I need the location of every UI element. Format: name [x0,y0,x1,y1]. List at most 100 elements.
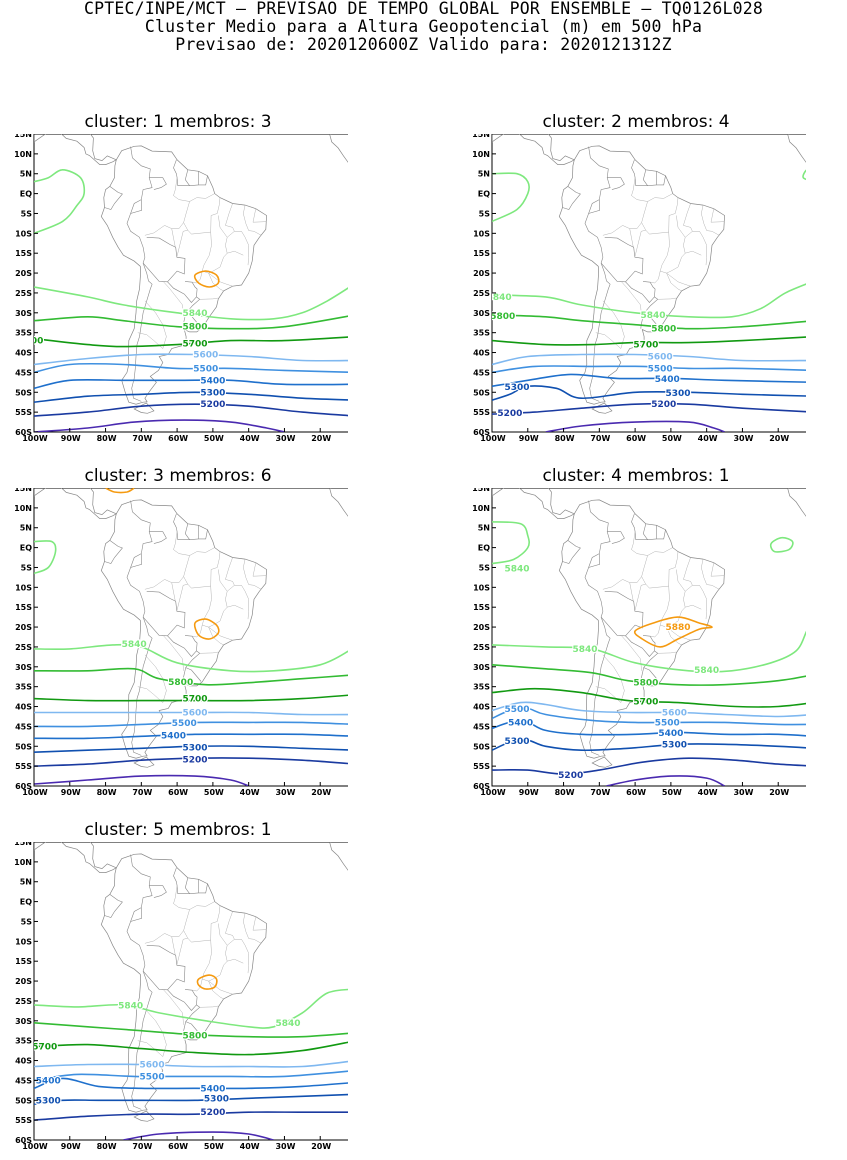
map-panel: cluster: 5 membros: 1 5840 5840 5800 5700 56… [8,820,348,1160]
lon-tick-label: 50W [204,788,224,797]
contour-5800 [34,667,348,686]
state-border [659,215,686,274]
contour-5100 [34,774,249,786]
lat-tick-label: 25S [473,643,490,652]
contour-label: 5600 [193,351,218,361]
panel-title: cluster: 3 membros: 6 [84,466,272,486]
coastline [558,499,725,759]
contour-5200 [34,757,348,767]
state-border [171,228,176,248]
lon-tick-label: 100W [22,434,48,443]
country-border [584,146,611,402]
state-border [701,205,720,236]
contour-5800 [34,1022,348,1038]
contour-5840 [492,172,530,223]
contour-5700 [492,336,806,346]
country-border [142,945,186,991]
lon-tick-label: 50W [662,434,682,443]
state-border [683,557,693,586]
country-border [588,199,600,214]
contour-label: 5840 [182,309,207,319]
lat-tick-label: 20S [473,623,490,632]
lat-tick-label: 35S [15,683,32,692]
country-border [642,169,648,186]
lat-tick-label: 30S [473,663,490,672]
state-border [629,228,634,248]
lon-tick-label: 100W [22,788,48,797]
lon-tick-label: 70W [132,788,152,797]
country-border [130,907,142,922]
state-border [685,231,707,266]
contour-label: 5700 [633,697,658,707]
country-border [184,877,190,894]
state-border [657,651,676,654]
coastline [492,488,576,519]
contour-5840 [769,536,794,553]
lat-tick-label: 50S [15,742,32,751]
contour-label: 5200 [200,1108,225,1118]
state-border [173,531,215,556]
country-border [173,867,208,894]
coastline [591,402,613,414]
state-border [252,208,267,223]
geopotential-map: 5840580057005600550054005300520015N10N5N… [14,488,348,797]
lat-tick-label: 10S [15,937,32,946]
lat-tick-label: 5N [20,170,32,179]
state-border [620,280,642,317]
state-border [225,203,235,232]
contour-5840 [492,521,530,565]
contour-5100 [123,1131,274,1140]
state-border [659,569,686,628]
lat-tick-label: 10S [15,229,32,238]
lat-tick-label: 15S [473,603,490,612]
state-border [199,1005,218,1008]
contour-label: 5300 [505,383,530,393]
contour-label: 5600 [662,708,687,718]
lat-tick-label: 15N [14,842,32,847]
contour-label: 5800 [633,679,658,689]
contour-5500 [34,362,348,374]
state-border [710,562,725,577]
lat-tick-label: 10N [14,150,32,159]
lat-tick-label: 50S [15,388,32,397]
lon-tick-label: 80W [555,788,575,797]
lat-tick-label: 40S [473,349,490,358]
lat-tick-label: 50S [473,742,490,751]
state-border [631,531,673,556]
contour-5600 [34,353,348,366]
lon-tick-label: 40W [240,434,260,443]
contour-label: 5840 [122,640,147,650]
contour-label: 5600 [182,708,207,718]
contour-5840 [492,630,806,673]
state-border [144,576,184,590]
country-border [184,169,190,186]
lon-tick-label: 50W [204,434,224,443]
contour-5400 [34,378,348,390]
contour-label: 5300 [36,1096,61,1106]
contour-5700 [34,1041,348,1056]
contour-label: 5500 [140,1072,165,1082]
coastline [34,134,118,165]
lat-tick-label: 35S [473,329,490,338]
state-border [252,916,267,931]
lon-tick-label: 50W [204,1142,224,1151]
map-layer: 5840 5800 700 5700 5600 5500 5400 5300 5200 15N 10… [14,134,348,443]
contour-5880 [105,488,135,494]
plot-frame [491,134,806,433]
country-border [607,177,625,190]
contour-label: 5500 [648,364,673,374]
coastline [34,842,118,873]
plot-frame [33,134,348,433]
country-border [185,650,201,668]
lon-tick-label: 80W [97,788,117,797]
map-layer: 5840584058405880580057005600550055005400… [472,488,806,797]
state-border [685,250,702,256]
lat-tick-label: 10N [14,858,32,867]
lat-tick-label: 5N [20,524,32,533]
lon-tick-label: 90W [519,434,539,443]
lat-tick-label: 55S [15,1116,32,1125]
contour-5800 [492,314,806,330]
state-border [173,177,215,202]
lon-tick-label: 100W [22,1142,48,1151]
